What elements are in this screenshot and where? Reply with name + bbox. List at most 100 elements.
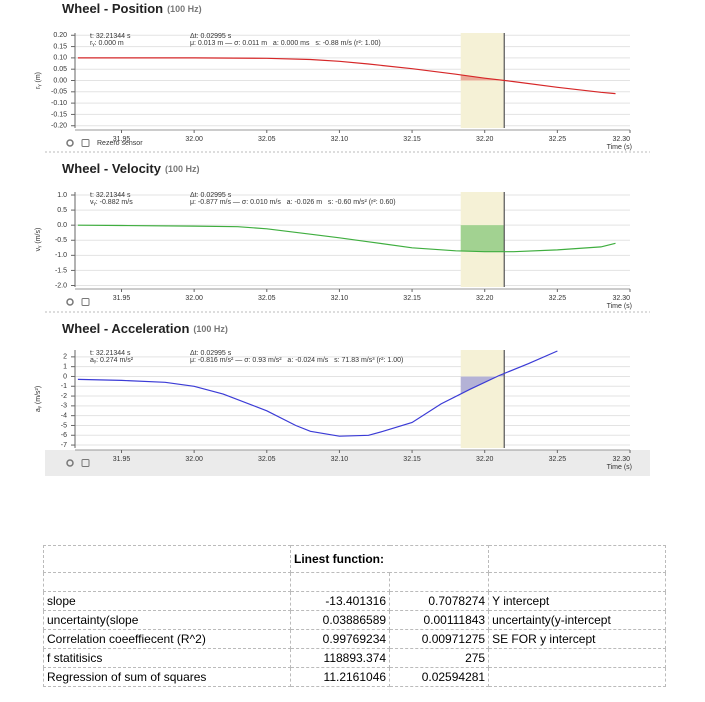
selection-area bbox=[460, 74, 505, 81]
y-axis-label: vᵧ (m/s) bbox=[35, 228, 42, 252]
cell: 0.7078274 bbox=[389, 591, 490, 611]
table-row: slope -13.401316 0.7078274 Y intercept bbox=[43, 591, 666, 611]
y-tick-label: -0.10 bbox=[51, 100, 67, 107]
settings-icon bbox=[66, 298, 74, 306]
selection bbox=[460, 192, 505, 287]
x-axis-label: Time (s) bbox=[607, 464, 632, 471]
cell: 0.03886589 bbox=[289, 610, 391, 630]
linest-table: Linest function: slope -13.401316 0.707827… bbox=[43, 545, 666, 687]
annotation: rᵧ: 0.000 m bbox=[90, 40, 124, 47]
charts: Wheel - Position (100 Hz) 0.20 0.15 0.10 0.05… bbox=[35, 1, 650, 476]
annotation: Δt: 0.02995 s bbox=[190, 33, 232, 40]
cell: Regression of sum of squares bbox=[43, 667, 291, 687]
annotation: t: 32.21344 s bbox=[90, 192, 131, 199]
cell bbox=[488, 572, 666, 592]
y-tick-label: -1.5 bbox=[55, 267, 67, 274]
cell: 11.2161046 bbox=[289, 667, 391, 687]
settings-icon bbox=[66, 459, 74, 467]
x-tick-label: 32.10 bbox=[331, 136, 349, 143]
cell: 0.02594281 bbox=[389, 667, 490, 687]
y-tick-label: -4 bbox=[61, 413, 67, 420]
x-tick-label: 32.30 bbox=[612, 136, 630, 143]
table-row: Regression of sum of squares 11.2161046 0.… bbox=[43, 667, 666, 687]
cell bbox=[389, 572, 490, 592]
y-tick-label: 0.10 bbox=[53, 55, 67, 62]
subtitle: (100 Hz) bbox=[193, 324, 228, 334]
y-tick-label: 0.00 bbox=[53, 77, 67, 84]
settings-icon bbox=[66, 139, 74, 147]
x-tick-label: 32.20 bbox=[476, 456, 494, 463]
y-tick-label: 0.20 bbox=[53, 32, 67, 39]
cell: uncertainty(y-intercept bbox=[488, 610, 666, 630]
y-tick-label: -5 bbox=[61, 422, 67, 429]
x-tick-label: 32.00 bbox=[185, 295, 203, 302]
x-tick-label: 32.20 bbox=[476, 136, 494, 143]
annotation: aᵧ: 0.274 m/s² bbox=[90, 357, 134, 364]
cell: f statitisics bbox=[43, 648, 291, 668]
table-title: Linest function: bbox=[289, 545, 490, 573]
cell: Correlation coeeffiecent (R^2) bbox=[43, 629, 291, 649]
export-icon bbox=[81, 139, 90, 147]
y-tick-label: -1 bbox=[61, 383, 67, 390]
y-tick-label: -0.20 bbox=[51, 123, 67, 130]
cell: Y intercept bbox=[488, 591, 666, 611]
y-axis-label: rᵧ (m) bbox=[35, 72, 42, 89]
rezero-sensor: Rezero sensor bbox=[97, 140, 143, 147]
y-tick-label: -2.0 bbox=[55, 282, 67, 289]
cell: -13.401316 bbox=[289, 591, 391, 611]
table-row: Correlation coeeffiecent (R^2) 0.99769234… bbox=[43, 629, 666, 649]
y-tick-label: -7 bbox=[61, 442, 67, 449]
x-tick-label: 32.30 bbox=[612, 456, 630, 463]
title-text: Wheel - Acceleration bbox=[62, 321, 189, 336]
export-icon bbox=[81, 459, 90, 467]
y-tick-label: 1.0 bbox=[57, 192, 67, 199]
y-tick-label: 0 bbox=[63, 373, 67, 380]
cell bbox=[43, 572, 291, 592]
y-tick-label: -0.05 bbox=[51, 89, 67, 96]
cell: SE FOR y intercept bbox=[488, 629, 666, 649]
cell bbox=[43, 545, 291, 573]
selection-area bbox=[460, 225, 505, 252]
x-tick-label: 32.20 bbox=[476, 295, 494, 302]
x-tick-label: 32.25 bbox=[549, 456, 567, 463]
y-tick-label: -3 bbox=[61, 403, 67, 410]
y-tick-label: 0.05 bbox=[53, 66, 67, 73]
axis-band bbox=[45, 450, 650, 476]
y-tick-label: -2 bbox=[61, 393, 67, 400]
y-tick-label: 2 bbox=[63, 354, 67, 361]
y-tick-label: -0.15 bbox=[51, 111, 67, 118]
table-row: f statitisics 118893.374 275 bbox=[43, 648, 666, 668]
subtitle: (100 Hz) bbox=[165, 164, 200, 174]
selection bbox=[460, 350, 505, 448]
selection-area bbox=[460, 373, 505, 394]
header-row: Linest function: bbox=[43, 545, 666, 573]
cell bbox=[488, 545, 666, 573]
annotation: μ: -0.816 m/s² — σ: 0.93 m/s² a: -0.024 … bbox=[190, 357, 403, 364]
x-tick-label: 32.00 bbox=[185, 136, 203, 143]
x-tick-label: 31.95 bbox=[113, 456, 131, 463]
chart-title: Wheel - Acceleration (100 Hz) bbox=[62, 321, 228, 336]
cell: 275 bbox=[389, 648, 490, 668]
cell: uncertainty(slope bbox=[43, 610, 291, 630]
table-row: uncertainty(slope 0.03886589 0.00111843 unc… bbox=[43, 610, 666, 630]
x-tick-label: 32.10 bbox=[331, 456, 349, 463]
y-tick-label: 0.5 bbox=[57, 207, 67, 214]
cell: slope bbox=[43, 591, 291, 611]
x-tick-label: 32.00 bbox=[185, 456, 203, 463]
cell: 0.00971275 bbox=[389, 629, 490, 649]
annotation: Δt: 0.02995 s bbox=[190, 192, 232, 199]
annotation: μ: 0.013 m — σ: 0.011 m a: 0.000 ms s: -… bbox=[190, 40, 381, 47]
x-axis-label: Time (s) bbox=[607, 144, 632, 151]
chart-title: Wheel - Position (100 Hz) bbox=[62, 1, 202, 16]
data-line bbox=[77, 57, 616, 95]
x-tick-label: 32.10 bbox=[331, 295, 349, 302]
cell: 118893.374 bbox=[289, 648, 391, 668]
blank-row bbox=[43, 572, 666, 592]
y-tick-label: -6 bbox=[61, 432, 67, 439]
data-line bbox=[77, 350, 558, 437]
cell: 0.99769234 bbox=[289, 629, 391, 649]
x-tick-label: 32.05 bbox=[258, 295, 276, 302]
x-tick-label: 32.15 bbox=[403, 136, 421, 143]
y-tick-label: -0.5 bbox=[55, 237, 67, 244]
x-tick-label: 31.95 bbox=[113, 136, 131, 143]
